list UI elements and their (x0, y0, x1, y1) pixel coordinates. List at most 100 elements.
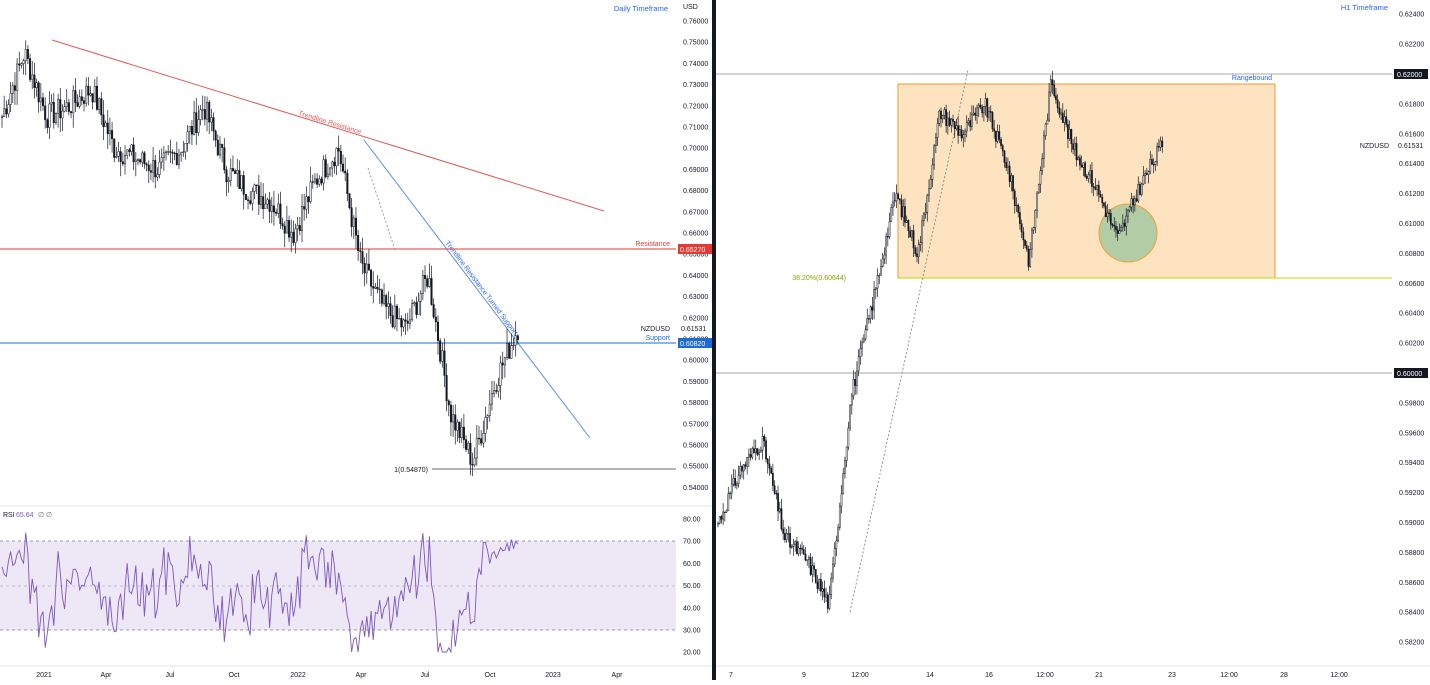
daily-candle (115, 156, 118, 158)
h1-candle (869, 306, 872, 320)
daily-candle (106, 122, 109, 135)
h1-candle (1012, 175, 1014, 192)
daily-x-axis: 2021 Apr Jul Oct 2022 Apr Jul Oct 2023 Apr (36, 672, 623, 679)
daily-candle (475, 437, 478, 459)
daily-price-tick: 0.62000 (683, 315, 708, 322)
daily-candle (467, 442, 470, 450)
daily-candle (16, 63, 19, 91)
h1-x-axis: 7 9 12:00 14 16 12:00 21 23 12:00 28 12:00 (729, 672, 1348, 679)
h1-price-tick: 0.58400 (1399, 610, 1424, 617)
daily-candle (180, 151, 183, 156)
h1-current-price: 0.61531 (1398, 143, 1423, 150)
daily-candle (285, 220, 288, 234)
daily-candle (512, 344, 515, 347)
daily-price-tick: 0.55000 (683, 464, 708, 471)
h1-candle (1108, 212, 1110, 215)
daily-candle (322, 159, 325, 184)
h1-candle (818, 579, 821, 589)
daily-candle (398, 318, 401, 320)
daily-candle (305, 196, 308, 210)
support-price-tag (678, 338, 712, 348)
daily-candle (311, 181, 314, 183)
daily-candle (413, 302, 416, 304)
h1-candle (1068, 129, 1071, 139)
daily-candle (313, 178, 316, 183)
h1-price-tick: 0.62200 (1399, 42, 1424, 49)
h1-candle (1039, 170, 1042, 185)
daily-candle (367, 263, 370, 271)
h1-candle (1080, 164, 1083, 168)
daily-candle (326, 173, 329, 178)
h1-candle (1118, 230, 1121, 234)
h1-candle (881, 258, 884, 267)
h1-candle (717, 523, 719, 525)
h1-candle (940, 110, 942, 120)
level-620-tag (1394, 69, 1428, 79)
daily-candle (218, 143, 221, 156)
h1-candle (1133, 198, 1136, 206)
daily-candle (430, 278, 433, 305)
daily-candle (298, 225, 301, 231)
h1-candle (947, 117, 949, 126)
h1-candle (778, 508, 781, 512)
daily-candle (400, 318, 403, 328)
daily-candle (20, 63, 23, 66)
h1-candle (1145, 173, 1148, 175)
h1-candle (1029, 248, 1032, 267)
h1-candle (1152, 164, 1155, 166)
h1-candle (1024, 239, 1026, 246)
daily-candle (447, 400, 450, 406)
h1-price-tick: 0.60400 (1399, 311, 1424, 318)
h1-candle (1139, 184, 1141, 195)
daily-candle (253, 184, 256, 192)
daily-candle (506, 343, 509, 358)
daily-candle (0, 116, 4, 118)
daily-candle (294, 228, 297, 243)
daily-candle (501, 362, 504, 366)
h1-candle (892, 201, 894, 208)
daily-candle (415, 302, 418, 315)
fib-label: 1(0.54870) (394, 467, 428, 474)
h1-candle (1077, 157, 1080, 161)
h1-price-tick: 0.59000 (1399, 520, 1424, 527)
h1-candle (904, 206, 906, 223)
daily-candle (206, 102, 209, 120)
daily-candle (255, 184, 258, 186)
h1-candle (1092, 186, 1095, 188)
daily-candle (186, 131, 189, 144)
h1-candle (849, 404, 851, 429)
daily-candle (236, 170, 239, 174)
daily-candle (37, 82, 40, 103)
daily-candle (214, 130, 217, 141)
h1-candle (1111, 224, 1114, 226)
h1-x-tick: 23 (1168, 672, 1176, 679)
daily-candle (301, 206, 304, 231)
h1-candle (1037, 183, 1040, 194)
h1-price-tick: 0.61200 (1399, 191, 1424, 198)
daily-candle (344, 170, 347, 174)
h1-candle (1063, 116, 1066, 123)
daily-candle (361, 251, 364, 264)
h1-candle (1075, 143, 1078, 161)
rsi-tick: 70.00 (683, 539, 701, 546)
daily-candle (160, 157, 163, 163)
daily-candle (471, 464, 474, 466)
h1-candle (1089, 170, 1092, 176)
rangebound-label: Rangebound (1232, 75, 1272, 82)
h1-candle (1019, 212, 1021, 224)
h1-candle (789, 533, 791, 548)
daily-candle (29, 58, 32, 80)
h1-candle (998, 131, 1001, 140)
h1-candle (1149, 159, 1152, 172)
daily-candle (31, 74, 34, 80)
h1-candle (959, 129, 961, 136)
h1-candle (753, 448, 755, 453)
daily-candle (270, 205, 273, 212)
h1-candle (772, 472, 774, 486)
daily-candle (42, 97, 45, 107)
h1-candle (1101, 197, 1104, 204)
daily-candle (154, 160, 157, 178)
daily-candle (458, 421, 461, 438)
daily-x-tick: Oct (229, 672, 240, 679)
daily-candle (337, 148, 340, 152)
